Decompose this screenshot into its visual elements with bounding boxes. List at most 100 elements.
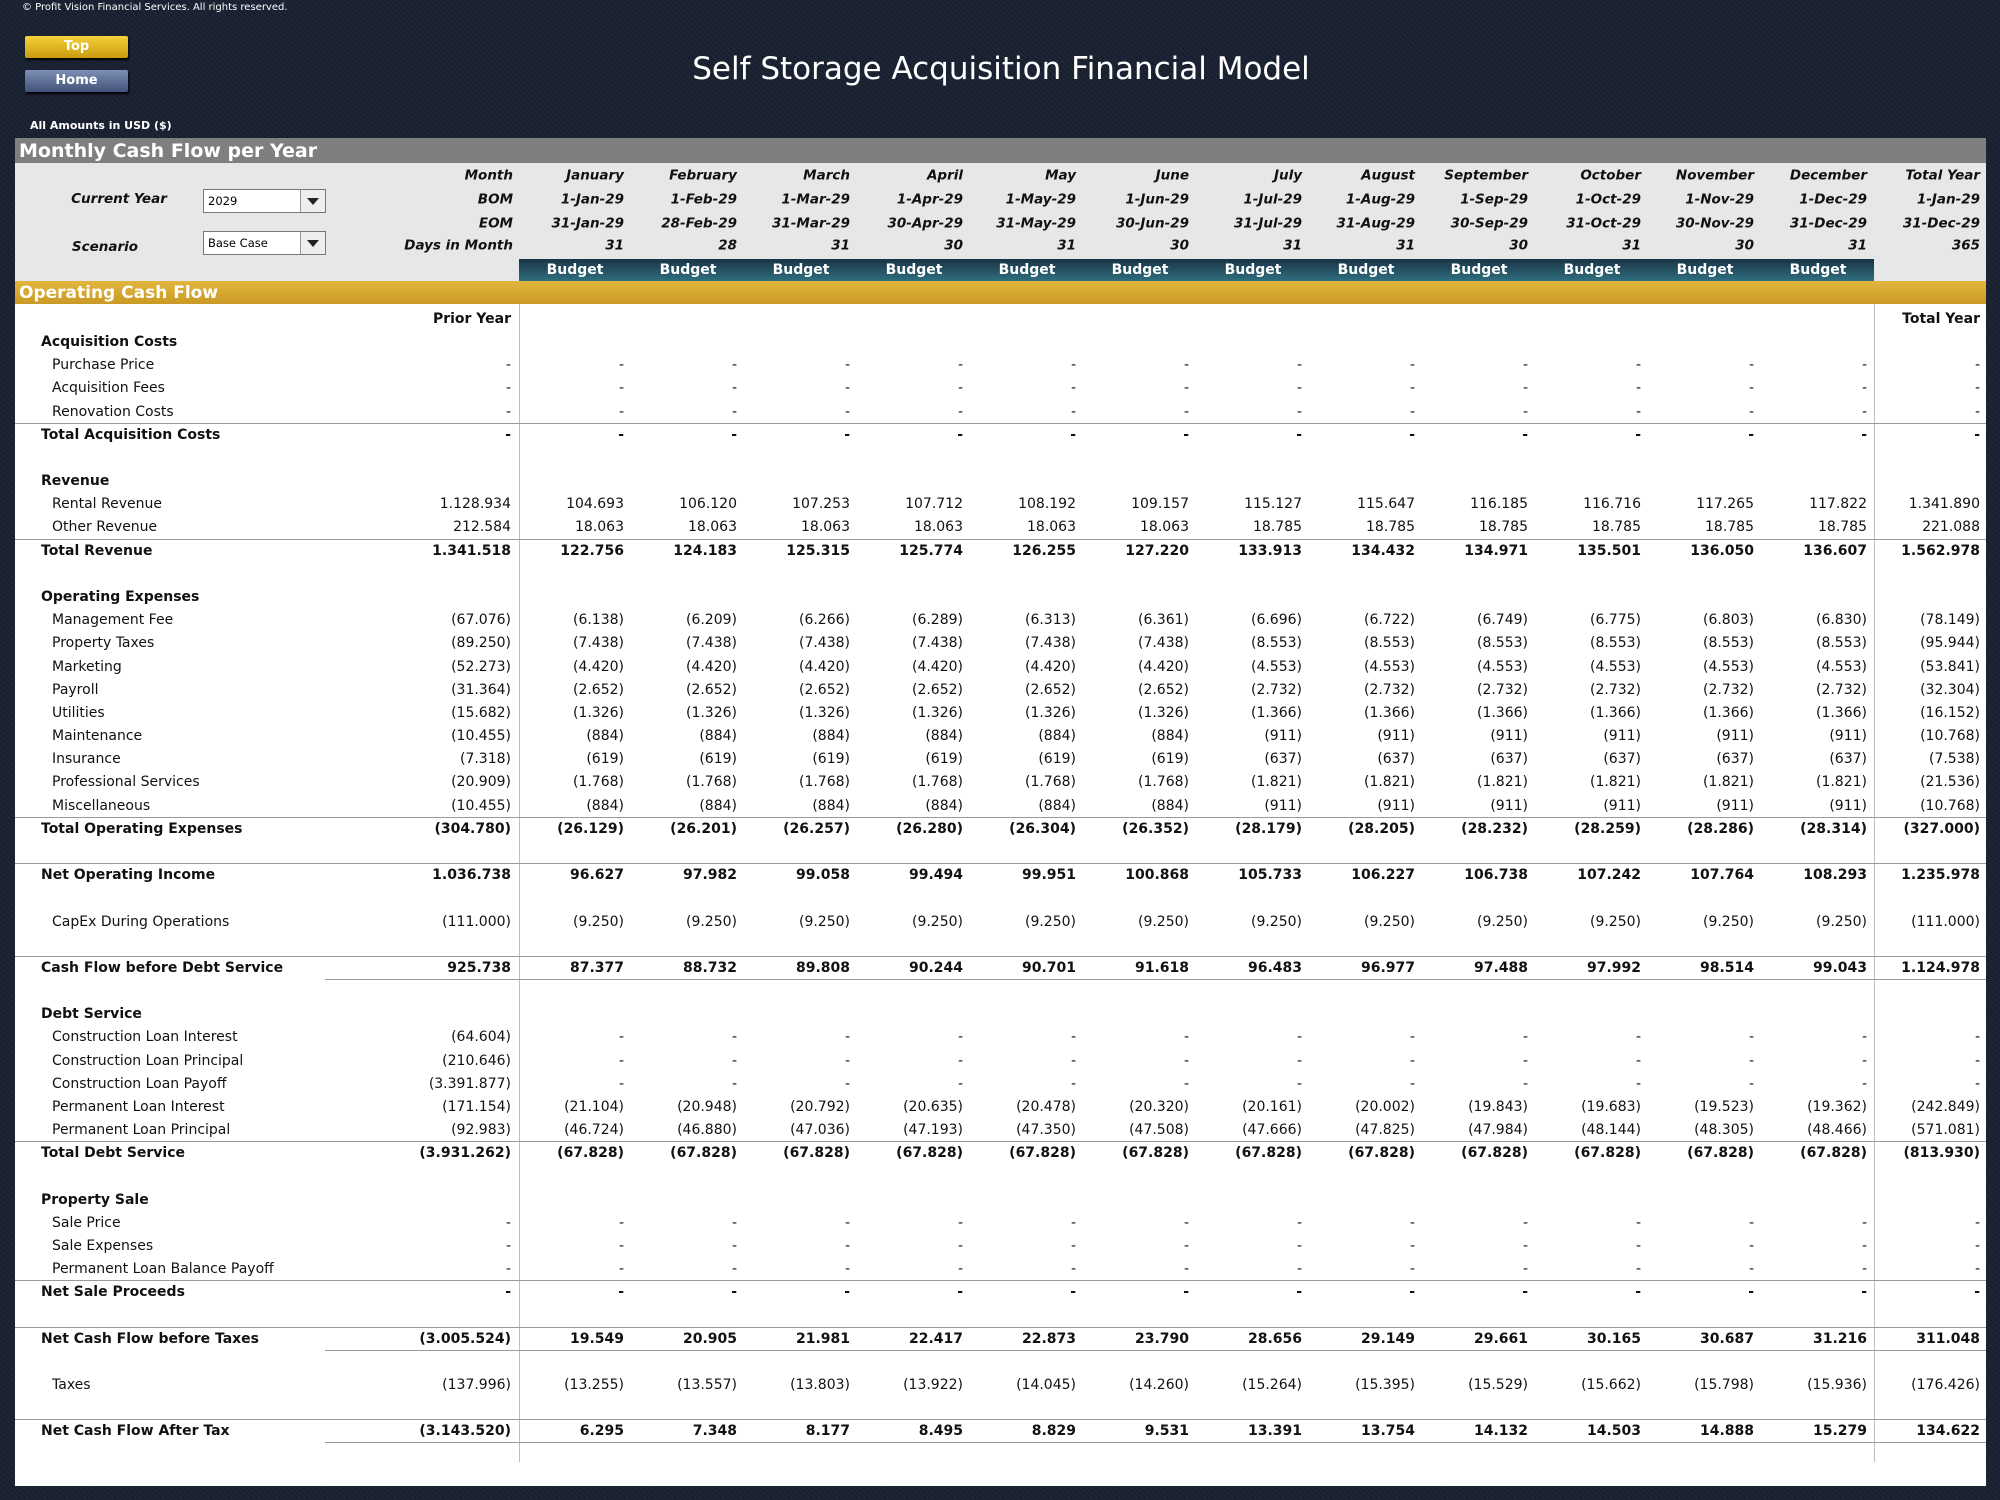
scenario-label: Scenario bbox=[71, 239, 139, 255]
cell-value: (1.821) bbox=[1702, 774, 1754, 791]
cell-value: (67.828) bbox=[670, 1145, 737, 1162]
cell-value: - bbox=[1861, 1075, 1867, 1092]
cell-value: (2.652) bbox=[572, 681, 624, 698]
budget-label: Budget bbox=[998, 262, 1056, 278]
cell-value: 6.295 bbox=[579, 1423, 624, 1440]
cell-value: - bbox=[1748, 1214, 1754, 1231]
cell-value: (7.438) bbox=[1137, 635, 1189, 652]
section-bar bbox=[15, 138, 1986, 163]
cell-value: (637) bbox=[1716, 751, 1754, 768]
cell-value: - bbox=[618, 1214, 624, 1231]
cell-value: (19.362) bbox=[1807, 1098, 1867, 1115]
cell-value: 14.888 bbox=[1699, 1423, 1754, 1440]
amounts-note: All Amounts in USD ($) bbox=[30, 119, 172, 132]
cell-value: - bbox=[1070, 1214, 1076, 1231]
cell-value: (911) bbox=[1716, 797, 1754, 814]
cell-value: 22.873 bbox=[1021, 1330, 1076, 1347]
header-days: 30 bbox=[944, 237, 963, 254]
cell-value: 108.293 bbox=[1803, 867, 1867, 884]
budget-label: Budget bbox=[1111, 262, 1169, 278]
header-eom: 31-Oct-29 bbox=[1566, 215, 1641, 232]
cell-value: - bbox=[1635, 380, 1641, 397]
cell-value: 136.050 bbox=[1690, 542, 1754, 559]
cell-value: (4.420) bbox=[1137, 658, 1189, 675]
cell-value: (619) bbox=[812, 751, 850, 768]
cell-value: - bbox=[844, 1052, 850, 1069]
home-button[interactable]: Home bbox=[25, 70, 128, 92]
cell-value: 96.483 bbox=[1247, 959, 1302, 976]
cell-value: 91.618 bbox=[1134, 959, 1189, 976]
cell-value: 29.661 bbox=[1473, 1330, 1528, 1347]
cell-value: 100.868 bbox=[1125, 867, 1189, 884]
cell-value: (884) bbox=[1038, 797, 1076, 814]
cell-value: 8.495 bbox=[918, 1423, 963, 1440]
cell-value: - bbox=[505, 1284, 511, 1301]
cell-value: (67.828) bbox=[1800, 1145, 1867, 1162]
cell-value: (2.652) bbox=[1024, 681, 1076, 698]
cell-value: (7.318) bbox=[459, 751, 511, 768]
cell-value: (64.604) bbox=[451, 1029, 511, 1046]
cell-value: (911) bbox=[1603, 728, 1641, 745]
cell-value: - bbox=[957, 1284, 963, 1301]
cell-value: - bbox=[505, 380, 511, 397]
header-month: August bbox=[1361, 167, 1415, 184]
budget-bar bbox=[519, 259, 1874, 281]
cell-value: (637) bbox=[1264, 751, 1302, 768]
cell-value: 14.503 bbox=[1586, 1423, 1641, 1440]
cell-value: (20.002) bbox=[1355, 1098, 1415, 1115]
cell-value: (619) bbox=[1151, 751, 1189, 768]
year-dropdown[interactable]: 2029 bbox=[203, 189, 326, 213]
cell-value: (47.825) bbox=[1355, 1122, 1415, 1139]
cell-value: (10.768) bbox=[1920, 728, 1980, 745]
header-bom: 1-Feb-29 bbox=[670, 191, 737, 208]
cell-value: (28.259) bbox=[1574, 820, 1641, 837]
cell-value: (8.553) bbox=[1363, 635, 1415, 652]
cell-value: (26.352) bbox=[1122, 820, 1189, 837]
cell-value: - bbox=[1183, 1052, 1189, 1069]
cell-value: 134.432 bbox=[1351, 542, 1415, 559]
row-label: Marketing bbox=[52, 658, 122, 675]
cell-value: (884) bbox=[812, 728, 850, 745]
cell-value: (884) bbox=[699, 797, 737, 814]
cell-value: 106.738 bbox=[1464, 867, 1528, 884]
cell-value: (47.350) bbox=[1016, 1122, 1076, 1139]
cell-value: (46.724) bbox=[564, 1122, 624, 1139]
section-title: Monthly Cash Flow per Year bbox=[19, 140, 318, 162]
cell-value: (16.152) bbox=[1920, 704, 1980, 721]
cell-value: (67.828) bbox=[896, 1145, 963, 1162]
cell-value: (619) bbox=[699, 751, 737, 768]
cell-value: - bbox=[1974, 380, 1980, 397]
cell-value: - bbox=[1522, 380, 1528, 397]
cell-value: (6.803) bbox=[1702, 612, 1754, 629]
cell-value: 97.488 bbox=[1473, 959, 1528, 976]
cell-value: (884) bbox=[925, 797, 963, 814]
header-bom: 1-Jan-29 bbox=[1916, 191, 1980, 208]
cell-value: (14.045) bbox=[1016, 1377, 1076, 1394]
cell-value: - bbox=[1183, 403, 1189, 420]
cell-value: 107.764 bbox=[1690, 867, 1754, 884]
top-button[interactable]: Top bbox=[25, 36, 128, 58]
cell-value: (9.250) bbox=[1815, 913, 1867, 930]
cell-value: (67.828) bbox=[1461, 1145, 1528, 1162]
cell-value: 1.235.978 bbox=[1901, 867, 1980, 884]
cell-value: (19.843) bbox=[1468, 1098, 1528, 1115]
header-days: 31 bbox=[1396, 237, 1415, 254]
cell-value: 18.063 bbox=[575, 519, 624, 536]
cell-value: (6.289) bbox=[911, 612, 963, 629]
cell-value: (2.652) bbox=[685, 681, 737, 698]
cell-value: - bbox=[1861, 426, 1867, 443]
cell-value: - bbox=[1296, 1052, 1302, 1069]
cell-value: 133.913 bbox=[1238, 542, 1302, 559]
cell-value: - bbox=[731, 1052, 737, 1069]
cell-value: - bbox=[1183, 1284, 1189, 1301]
cell-value: (1.326) bbox=[798, 704, 850, 721]
cell-value: 221.088 bbox=[1922, 519, 1980, 536]
cell-value: - bbox=[1070, 1052, 1076, 1069]
header-month: March bbox=[803, 167, 850, 184]
cell-value: (47.036) bbox=[790, 1122, 850, 1139]
cell-value: (26.257) bbox=[783, 820, 850, 837]
row-label: Net Operating Income bbox=[41, 867, 216, 884]
scenario-dropdown[interactable]: Base Case bbox=[203, 231, 326, 255]
cell-value: 14.132 bbox=[1473, 1423, 1528, 1440]
